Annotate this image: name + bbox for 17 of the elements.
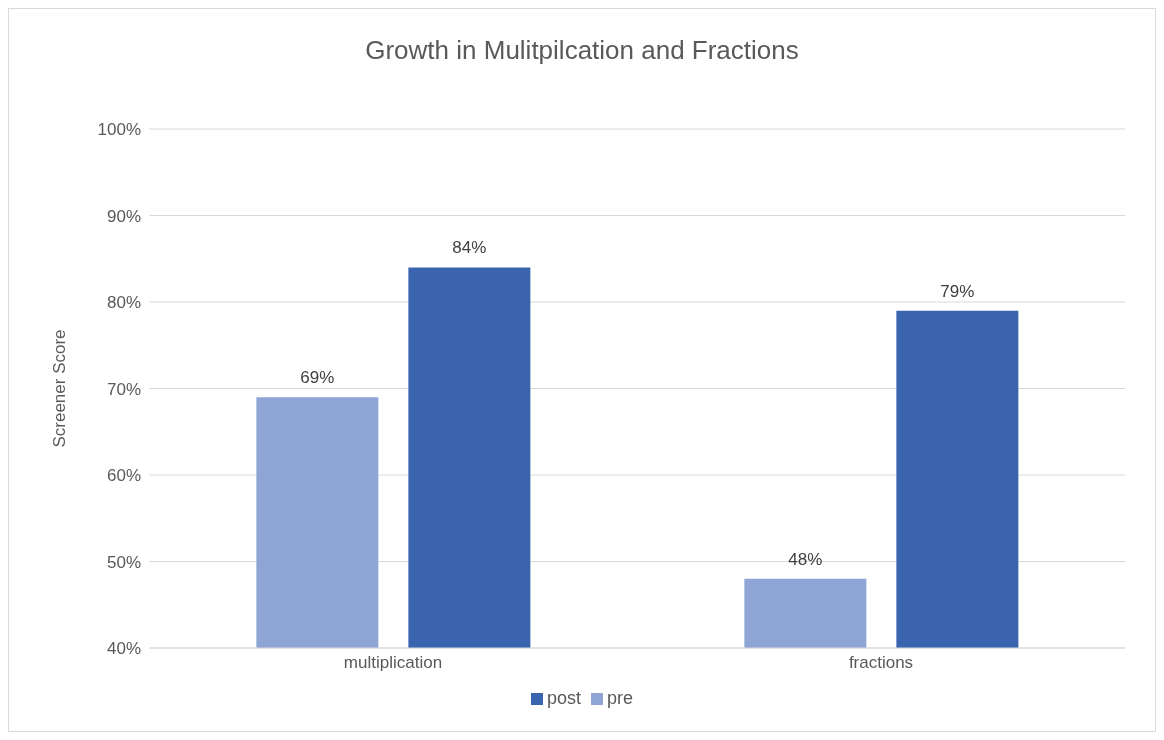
data-label: 69%	[300, 368, 335, 388]
legend-label: post	[546, 688, 581, 708]
y-tick-label: 60%	[106, 466, 141, 486]
y-tick-label: 70%	[106, 379, 141, 399]
x-tick-label: multiplication	[343, 653, 443, 673]
y-axis-title: Screener Score	[50, 329, 70, 448]
y-tick-label: 40%	[106, 639, 141, 659]
y-tick-label: 50%	[106, 552, 141, 572]
data-label: 79%	[940, 281, 975, 301]
y-tick-label: 90%	[106, 206, 141, 226]
y-tick-label: 80%	[106, 293, 141, 313]
y-tick-label: 100%	[97, 120, 141, 140]
data-label: 48%	[788, 549, 823, 569]
chart-title: Growth in Mulitpilcation and Fractions	[364, 34, 800, 67]
legend-label: pre	[607, 688, 634, 708]
x-tick-label: fractions	[848, 653, 914, 673]
data-label: 84%	[452, 238, 487, 258]
